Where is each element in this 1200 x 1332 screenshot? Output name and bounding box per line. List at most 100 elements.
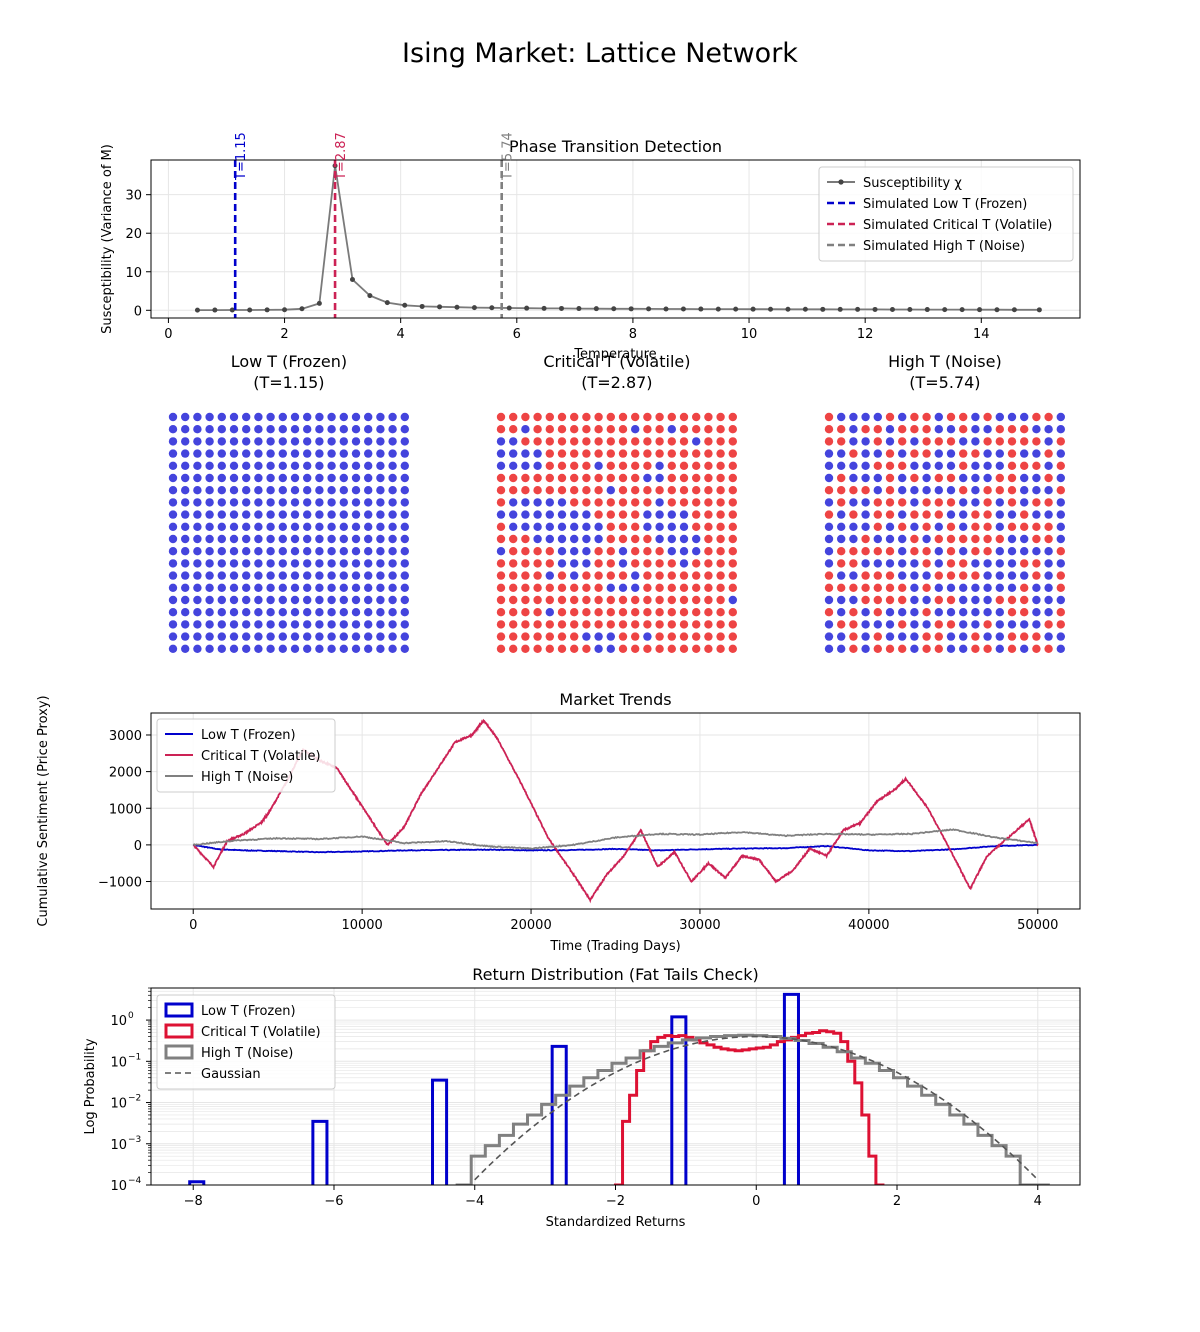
spin-down [351,644,361,653]
spin-down [898,486,907,495]
spin-down [400,571,409,580]
spin-up [922,498,931,507]
spin-down [242,644,251,653]
spin-up [570,486,579,495]
spin-up [545,486,554,495]
spin-down [193,510,202,519]
spin-down [959,608,968,617]
spin-down [290,473,300,483]
spin-up [716,559,725,568]
spin-up [1007,449,1017,458]
spin-up [570,425,579,434]
spin-down [643,522,652,531]
spin-down [1044,547,1053,556]
spin-up [716,412,725,422]
spin-up [655,559,664,568]
spin-down [594,522,603,531]
spin-down [570,571,579,580]
spin-down [254,547,263,556]
spin-down [983,608,992,617]
spin-up [898,522,907,531]
phase-transition-axes: 0 2 4 6 8 10 12 14 0 10 20 30 Phase Transition Detec… [100,132,1081,362]
spin-down [376,461,385,470]
spin-up [1007,473,1017,483]
spin-down [509,461,518,470]
trends-ytick-label: 0 [134,839,142,854]
spin-down [496,437,506,446]
spin-down [849,473,858,483]
trends-legend-box [156,718,336,793]
spin-down [351,449,361,458]
spin-up [1032,498,1041,507]
spin-down [181,632,190,641]
spin-down [1032,486,1041,495]
spin-down [922,571,931,580]
spin-up [704,644,713,653]
spin-down [533,461,542,470]
spin-up [594,412,603,422]
spin-up [946,620,956,629]
spin-up [716,534,725,544]
spin-up [704,486,713,495]
spin-up [496,632,506,641]
spin-down [181,595,190,605]
spin-down [388,498,397,507]
spin-down [217,498,226,507]
spin-up [557,583,567,592]
spin-down [898,534,907,544]
spin-down [959,510,968,519]
spin-down [1056,632,1066,641]
spin-up [631,595,640,605]
spin-down [934,449,943,458]
spin-up [582,608,591,617]
spin-down [521,425,530,434]
spin-up [509,608,518,617]
spin-up [667,583,676,592]
spin-down [496,449,506,458]
trends-title: Market Trends [559,690,671,709]
spin-up [910,412,919,422]
spin-up [582,425,591,434]
spin-up [582,486,591,495]
spin-up [631,644,640,653]
spin-up [667,632,676,641]
spin-up [959,534,968,544]
spin-down [388,534,397,544]
spin-up [1056,620,1066,629]
susceptibility-point [576,306,582,312]
spin-down [266,498,275,507]
spin-down [898,473,907,483]
spin-down [217,486,226,495]
spin-down [181,510,190,519]
spin-up [849,583,858,592]
returns-plot-area [188,992,1050,1185]
spin-up [885,449,895,458]
spin-down [278,510,287,519]
spin-down [837,632,846,641]
spin-down [837,595,846,605]
spin-up [824,437,834,446]
spin-up [545,583,554,592]
spin-down [655,534,664,544]
spin-down [290,595,300,605]
spin-down [339,583,348,592]
spin-down [873,620,882,629]
spin-down [266,644,275,653]
spin-up [509,559,518,568]
spin-down [898,547,907,556]
trends-ytick-label: −1000 [98,876,142,891]
spin-up [1007,608,1017,617]
spin-up [557,571,567,580]
susceptibility-point [282,307,288,313]
susceptibility-point [194,307,200,313]
spin-up [496,486,506,495]
spin-down [242,522,251,531]
spin-up [1019,583,1029,592]
spin-up [983,522,992,531]
spin-down [971,583,980,592]
spin-up [557,595,567,605]
spin-down [303,534,312,544]
spin-down [278,473,287,483]
spin-down [351,608,361,617]
spin-up [570,608,579,617]
